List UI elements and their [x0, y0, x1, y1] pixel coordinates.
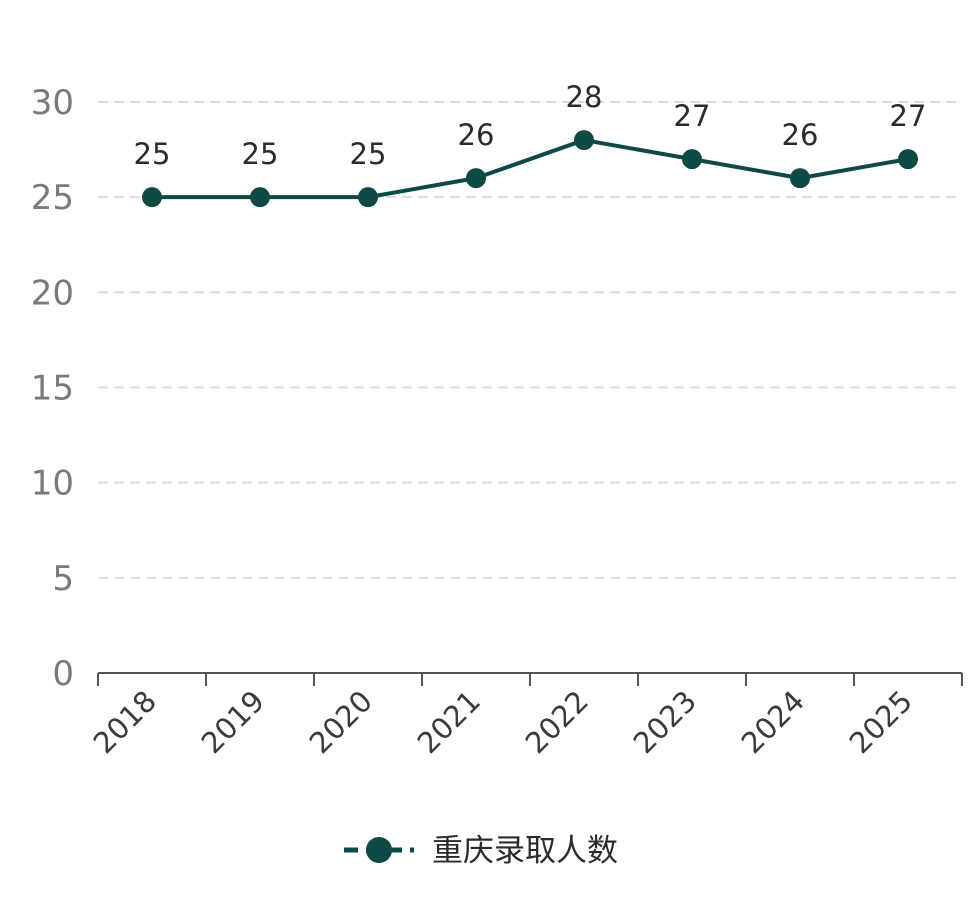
data-label: 27: [890, 99, 927, 133]
data-point: [142, 187, 162, 208]
data-point: [250, 187, 270, 208]
x-tick-label: 2022: [519, 684, 595, 760]
data-point: [358, 187, 378, 208]
series-layer: [142, 130, 918, 208]
data-label: 25: [242, 137, 279, 171]
y-tick-label: 5: [52, 559, 74, 599]
y-tick-label: 15: [31, 369, 74, 409]
x-tick-label: 2023: [627, 684, 703, 760]
data-label: 28: [566, 80, 603, 114]
data-point: [574, 130, 594, 151]
data-label: 25: [134, 137, 171, 171]
x-tick-label: 2024: [735, 684, 811, 760]
y-tick-label: 0: [52, 654, 74, 694]
data-label: 26: [458, 118, 495, 152]
data-label: 27: [674, 99, 711, 133]
data-label: 25: [350, 137, 387, 171]
y-tick-label: 30: [31, 83, 74, 123]
legend-marker: [366, 837, 392, 863]
x-tick-label: 2025: [843, 684, 919, 760]
label-layer: 25 25 25 26 28 27 26 27: [134, 80, 927, 171]
y-tick-label: 20: [31, 273, 74, 313]
x-tick-label: 2019: [195, 684, 271, 760]
data-label: 26: [782, 118, 819, 152]
y-tick-label: 10: [31, 464, 74, 504]
data-point: [790, 168, 810, 189]
data-point: [898, 149, 918, 170]
legend: 重庆录取人数: [344, 833, 618, 869]
x-tick-label: 2018: [87, 684, 163, 760]
x-tick-label: 2020: [303, 684, 379, 760]
data-point: [466, 168, 486, 189]
data-point: [682, 149, 702, 170]
legend-label: 重庆录取人数: [432, 833, 618, 869]
y-tick-label: 25: [31, 178, 74, 218]
series-line: [152, 138, 909, 200]
x-tick-label: 2021: [411, 684, 487, 760]
